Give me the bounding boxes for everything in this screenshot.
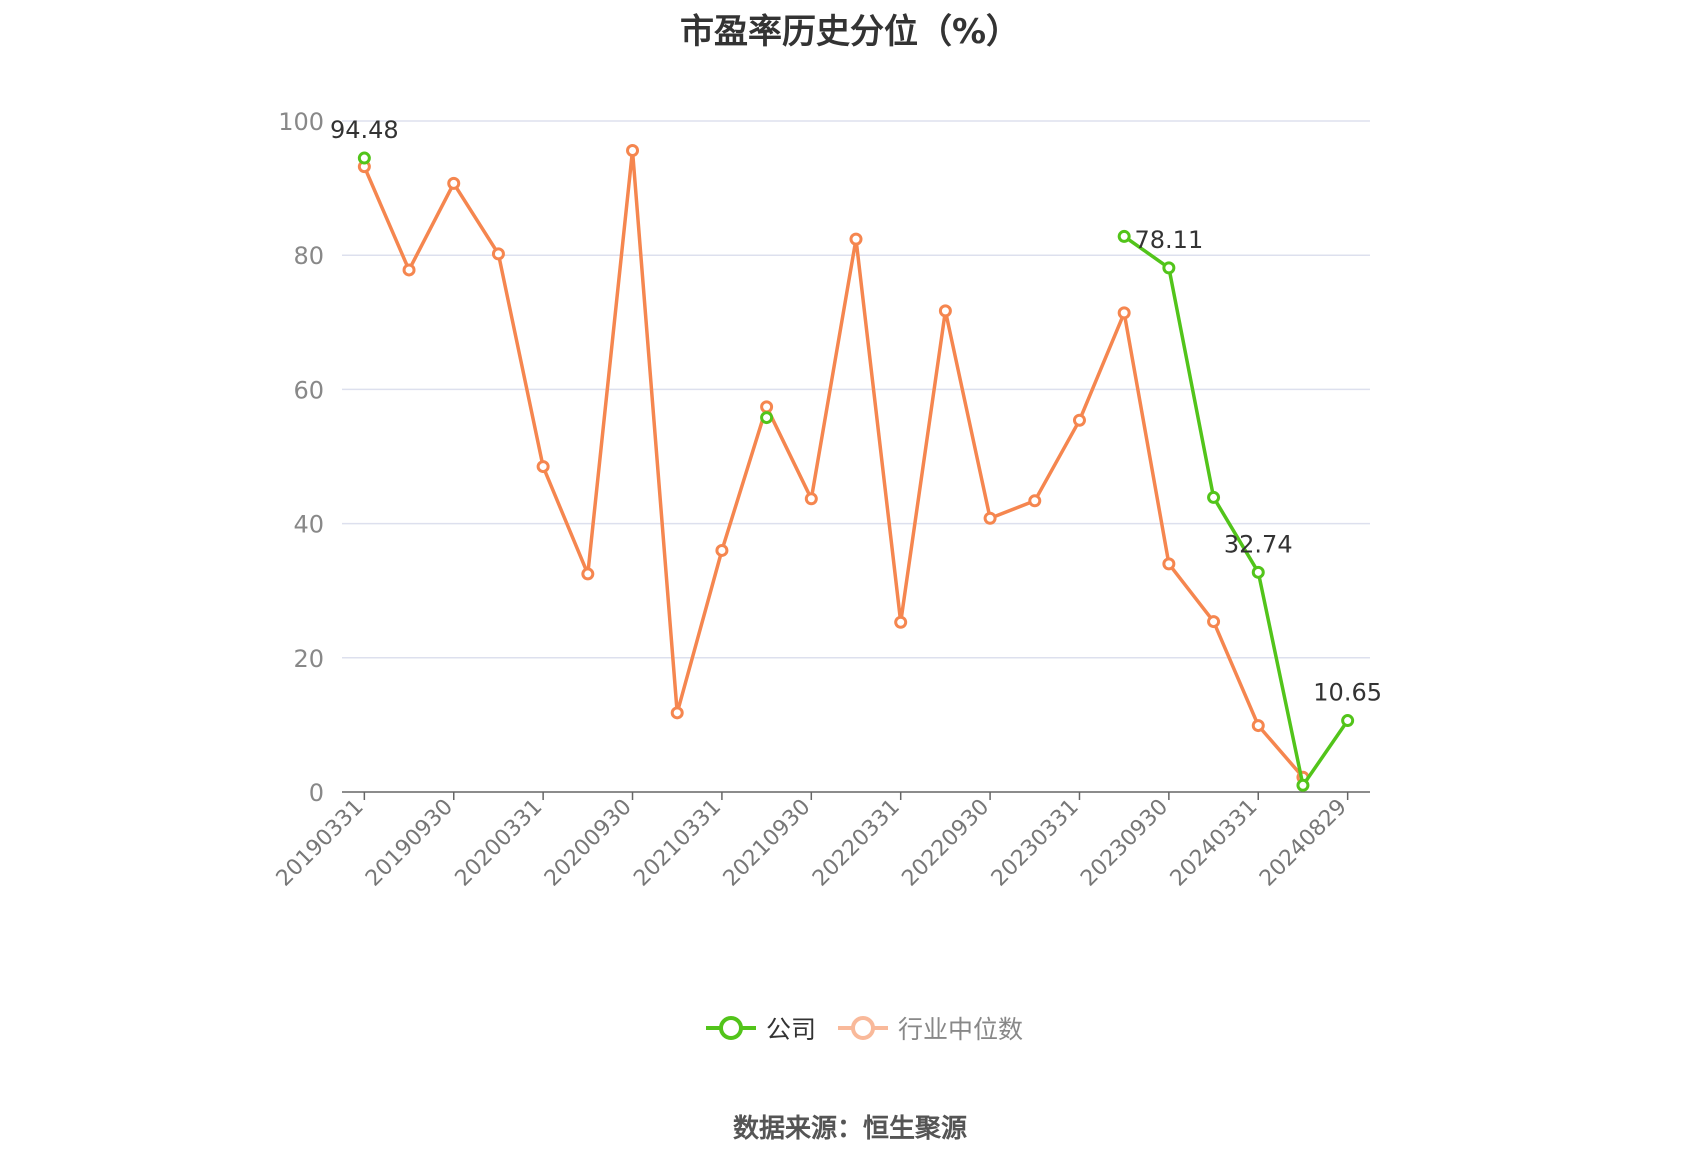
x-tick-label: 20230331 — [987, 795, 1084, 892]
x-tick-label: 20240829 — [1255, 795, 1352, 892]
y-tick-label: 100 — [278, 108, 324, 136]
industry-data-point — [1251, 719, 1265, 733]
legend: 公司 行业中位数 — [0, 1008, 1700, 1048]
industry-data-point — [626, 144, 640, 158]
company-data-point — [357, 151, 371, 165]
company-data-point — [1251, 565, 1265, 579]
industry-data-point — [536, 460, 550, 474]
industry-data-point — [491, 247, 505, 261]
x-tick-label: 20210331 — [629, 795, 726, 892]
legend-label-industry: 行业中位数 — [898, 1015, 1024, 1044]
industry-data-point — [402, 263, 416, 277]
industry-data-point — [894, 615, 908, 629]
industry-data-point — [1207, 615, 1221, 629]
x-tick-label: 20210930 — [719, 795, 816, 892]
y-tick-label: 40 — [293, 511, 324, 539]
industry-data-point — [804, 492, 818, 506]
line-chart: 0 20 40 60 80 100 2019033120190930202003312020… — [272, 108, 1382, 891]
data-label: 32.74 — [1224, 530, 1293, 558]
circle-line-icon — [706, 1016, 756, 1040]
industry-data-point — [938, 304, 952, 318]
company-series-line — [1123, 234, 1350, 788]
industry-data-point — [849, 232, 863, 246]
x-tick-label: 20240331 — [1166, 795, 1263, 892]
legend-item-industry[interactable]: 行业中位数 — [838, 1008, 1023, 1048]
chart-title: 市盈率历史分位（%） — [679, 12, 1021, 52]
x-tick-label: 20220930 — [897, 795, 994, 892]
industry-data-point — [1162, 557, 1176, 571]
circle-line-icon — [838, 1016, 888, 1040]
industry-data-point — [1028, 494, 1042, 508]
x-tick-label: 20230930 — [1076, 795, 1173, 892]
industry-series-line — [362, 148, 1305, 779]
x-tick-label: 20190930 — [361, 795, 458, 892]
company-data-point — [1117, 229, 1131, 243]
label-layer: 94.48 78.11 32.74 10.65 — [330, 116, 1382, 706]
x-tick-label: 20200331 — [451, 795, 548, 892]
legend-label-company: 公司 — [766, 1015, 817, 1044]
industry-data-point — [715, 543, 729, 557]
legend-item-company[interactable]: 公司 — [706, 1008, 816, 1048]
company-data-point — [1207, 490, 1221, 504]
y-tick-label: 60 — [293, 376, 324, 404]
industry-data-point — [983, 511, 997, 525]
data-source: 数据来源：恒生聚源 — [732, 1114, 967, 1144]
company-data-point — [1296, 778, 1310, 792]
company-data-point — [1162, 261, 1176, 275]
axis-layer: 0 20 40 60 80 100 2019033120190930202003312020… — [272, 108, 1370, 891]
series-layer — [357, 144, 1355, 792]
industry-data-point — [670, 706, 684, 720]
industry-data-point — [1072, 413, 1086, 427]
y-tick-label: 80 — [293, 242, 324, 270]
industry-data-point — [447, 176, 461, 190]
x-tick-label: 20220331 — [808, 795, 905, 892]
x-tick-label: 20200930 — [540, 795, 637, 892]
data-label: 94.48 — [330, 116, 399, 144]
company-data-point — [760, 411, 774, 425]
data-label: 78.11 — [1135, 226, 1204, 254]
y-tick-label: 20 — [293, 645, 324, 673]
industry-data-point — [1117, 306, 1131, 320]
industry-data-point — [581, 567, 595, 581]
x-tick-label: 20190331 — [272, 795, 369, 892]
industry-data-point — [760, 400, 774, 414]
data-label: 10.65 — [1313, 679, 1382, 707]
grid-layer — [342, 120, 1370, 659]
y-tick-label: 0 — [309, 779, 324, 807]
company-data-point — [1341, 714, 1355, 728]
